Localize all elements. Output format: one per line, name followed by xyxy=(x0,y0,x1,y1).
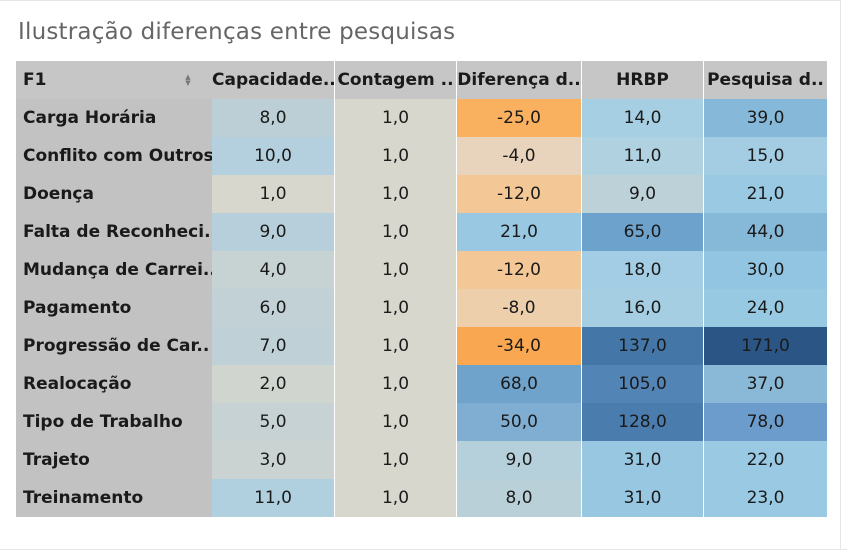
heatmap-cell[interactable]: 105,0 xyxy=(582,365,703,403)
heatmap-cell[interactable]: -12,0 xyxy=(457,251,581,289)
heatmap-cell[interactable]: 171,0 xyxy=(704,327,827,365)
heatmap-cell[interactable]: 8,0 xyxy=(457,479,581,517)
heatmap-cell[interactable]: 30,0 xyxy=(704,251,827,289)
heatmap-cell[interactable]: 7,0 xyxy=(212,327,334,365)
heatmap-cell[interactable]: 137,0 xyxy=(582,327,703,365)
heatmap-cell[interactable]: -4,0 xyxy=(457,137,581,175)
heatmap-cell[interactable]: 23,0 xyxy=(704,479,827,517)
heatmap-cell[interactable]: -34,0 xyxy=(457,327,581,365)
heatmap-cell[interactable]: 11,0 xyxy=(212,479,334,517)
frame-right-border xyxy=(840,0,841,550)
heatmap-cell[interactable]: 21,0 xyxy=(457,213,581,251)
row-label[interactable]: Doença xyxy=(16,175,212,213)
row-header-label: F1 xyxy=(23,70,47,90)
heatmap-cell[interactable]: 44,0 xyxy=(704,213,827,251)
heatmap-cell[interactable]: 21,0 xyxy=(704,175,827,213)
chart-title: Ilustração diferenças entre pesquisas xyxy=(18,19,456,45)
heatmap-cell[interactable]: 1,0 xyxy=(335,213,456,251)
row-label[interactable]: Carga Horária xyxy=(16,99,212,137)
heatmap-cell[interactable]: 9,0 xyxy=(582,175,703,213)
heatmap-cell[interactable]: 3,0 xyxy=(212,441,334,479)
row-label[interactable]: Progressão de Car.. xyxy=(16,327,212,365)
heatmap-cell[interactable]: 14,0 xyxy=(582,99,703,137)
heatmap-cell[interactable]: 1,0 xyxy=(335,175,456,213)
column-header[interactable]: HRBP xyxy=(582,61,703,99)
heatmap-cell[interactable]: 31,0 xyxy=(582,441,703,479)
heatmap-cell[interactable]: 65,0 xyxy=(582,213,703,251)
heatmap-cell[interactable]: 2,0 xyxy=(212,365,334,403)
heatmap-cell[interactable]: 5,0 xyxy=(212,403,334,441)
heatmap-cell[interactable]: 15,0 xyxy=(704,137,827,175)
heatmap-cell[interactable]: 128,0 xyxy=(582,403,703,441)
heatmap-cell[interactable]: 11,0 xyxy=(582,137,703,175)
heatmap-cell[interactable]: 16,0 xyxy=(582,289,703,327)
heatmap-cell[interactable]: -8,0 xyxy=(457,289,581,327)
heatmap-cell[interactable]: 1,0 xyxy=(335,251,456,289)
row-label[interactable]: Trajeto xyxy=(16,441,212,479)
heatmap-cell[interactable]: 31,0 xyxy=(582,479,703,517)
heatmap-cell[interactable]: 1,0 xyxy=(212,175,334,213)
heatmap-cell[interactable]: 8,0 xyxy=(212,99,334,137)
heatmap-cell[interactable]: 9,0 xyxy=(457,441,581,479)
heatmap-cell[interactable]: 18,0 xyxy=(582,251,703,289)
row-header-f1[interactable]: F1 ▲ ▼ xyxy=(16,61,212,99)
heatmap-cell[interactable]: 1,0 xyxy=(335,403,456,441)
heatmap-cell[interactable]: -25,0 xyxy=(457,99,581,137)
heatmap-cell[interactable]: 4,0 xyxy=(212,251,334,289)
column-header[interactable]: Contagem .. xyxy=(335,61,456,99)
heatmap-cell[interactable]: 10,0 xyxy=(212,137,334,175)
heatmap-cell[interactable]: 1,0 xyxy=(335,137,456,175)
heatmap-cell[interactable]: 22,0 xyxy=(704,441,827,479)
row-label[interactable]: Tipo de Trabalho xyxy=(16,403,212,441)
heatmap-cell[interactable]: 24,0 xyxy=(704,289,827,327)
heatmap-cell[interactable]: 1,0 xyxy=(335,99,456,137)
column-header[interactable]: Pesquisa d.. xyxy=(704,61,827,99)
row-label[interactable]: Conflito com Outros xyxy=(16,137,212,175)
frame-top-border xyxy=(0,0,840,1)
heatmap-cell[interactable]: 1,0 xyxy=(335,479,456,517)
heatmap-cell[interactable]: 39,0 xyxy=(704,99,827,137)
row-label[interactable]: Realocação xyxy=(16,365,212,403)
heatmap-cell[interactable]: -12,0 xyxy=(457,175,581,213)
heatmap-cell[interactable]: 1,0 xyxy=(335,289,456,327)
row-label[interactable]: Mudança de Carrei.. xyxy=(16,251,212,289)
column-header[interactable]: Capacidade.. xyxy=(212,61,334,99)
row-label[interactable]: Pagamento xyxy=(16,289,212,327)
heatmap-cell[interactable]: 68,0 xyxy=(457,365,581,403)
heatmap-cell[interactable]: 9,0 xyxy=(212,213,334,251)
column-header[interactable]: Diferença d.. xyxy=(457,61,581,99)
sort-icon[interactable]: ▲ ▼ xyxy=(185,73,191,87)
row-label[interactable]: Treinamento xyxy=(16,479,212,517)
heatmap-cell[interactable]: 1,0 xyxy=(335,327,456,365)
heatmap-cell[interactable]: 1,0 xyxy=(335,441,456,479)
heatmap-cell[interactable]: 1,0 xyxy=(335,365,456,403)
heatmap-cell[interactable]: 50,0 xyxy=(457,403,581,441)
heatmap-cell[interactable]: 6,0 xyxy=(212,289,334,327)
row-label[interactable]: Falta de Reconheci.. xyxy=(16,213,212,251)
heatmap-cell[interactable]: 78,0 xyxy=(704,403,827,441)
heatmap-cell[interactable]: 37,0 xyxy=(704,365,827,403)
